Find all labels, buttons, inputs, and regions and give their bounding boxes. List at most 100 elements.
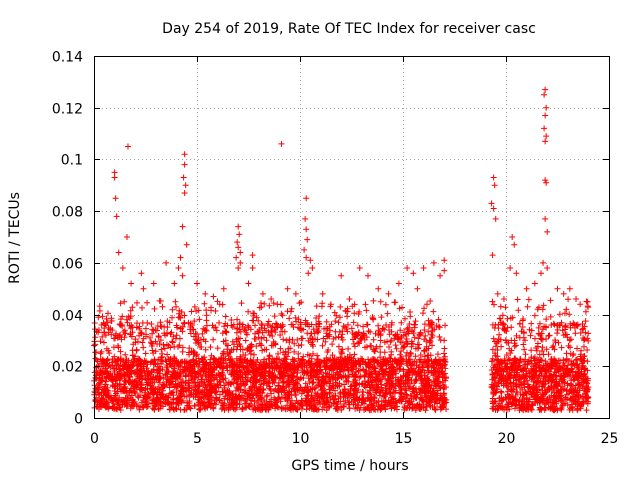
data-point [253, 343, 260, 350]
data-point [356, 374, 363, 381]
data-point [170, 369, 177, 376]
data-point [538, 383, 545, 390]
data-point [585, 330, 592, 337]
data-point [137, 371, 144, 378]
data-point [188, 391, 195, 398]
data-point [345, 345, 352, 352]
data-point [440, 385, 447, 392]
data-point [236, 326, 243, 333]
data-point [506, 375, 513, 382]
data-point [196, 361, 203, 368]
data-point [99, 395, 106, 402]
data-point [310, 326, 317, 333]
data-point [582, 318, 589, 325]
data-point [441, 370, 448, 377]
data-point [263, 399, 270, 406]
data-point [377, 337, 384, 344]
data-point [423, 301, 430, 308]
data-point [489, 384, 496, 391]
data-point [507, 350, 514, 357]
data-point [247, 357, 254, 364]
data-point [378, 402, 385, 409]
data-point [261, 334, 268, 341]
data-point [350, 363, 357, 370]
data-point [492, 369, 499, 376]
data-point [557, 395, 564, 402]
data-point [511, 241, 518, 248]
data-point [565, 342, 572, 349]
data-point [222, 328, 229, 335]
data-point [119, 363, 126, 370]
data-point [219, 301, 226, 308]
data-point [327, 389, 334, 396]
data-point [362, 361, 369, 368]
data-point [186, 400, 193, 407]
data-point [295, 364, 302, 371]
data-point [330, 364, 337, 371]
data-point [499, 402, 506, 409]
data-point [443, 406, 450, 413]
data-point [536, 359, 543, 366]
data-point [292, 379, 299, 386]
data-point [340, 357, 347, 364]
data-point [572, 369, 579, 376]
data-point [123, 366, 130, 373]
data-point [419, 362, 426, 369]
data-point [360, 323, 367, 330]
data-point [115, 362, 122, 369]
data-point [412, 318, 419, 325]
data-point [537, 332, 544, 339]
data-point [336, 383, 343, 390]
data-point [553, 383, 560, 390]
data-point [535, 304, 542, 311]
data-point [544, 228, 551, 235]
data-point [156, 374, 163, 381]
data-point [554, 326, 561, 333]
data-point [495, 380, 502, 387]
data-point [126, 389, 133, 396]
data-point [247, 350, 254, 357]
data-point [304, 330, 311, 337]
data-point [297, 319, 304, 326]
data-point [111, 169, 118, 176]
data-point [313, 361, 320, 368]
data-point [286, 381, 293, 388]
data-point [513, 377, 520, 384]
data-point [373, 360, 380, 367]
data-point [335, 333, 342, 340]
data-point [515, 307, 522, 314]
data-point [333, 376, 340, 383]
data-point [268, 324, 275, 331]
data-point [396, 366, 403, 373]
data-point [434, 387, 441, 394]
data-point [338, 272, 345, 279]
data-point [359, 356, 366, 363]
data-point [340, 323, 347, 330]
data-point [542, 177, 549, 184]
data-point [415, 335, 422, 342]
data-point [320, 335, 327, 342]
data-point [350, 340, 357, 347]
data-point [161, 323, 168, 330]
data-point [202, 370, 209, 377]
data-point [513, 369, 520, 376]
data-point [422, 332, 429, 339]
data-point [229, 367, 236, 374]
data-point [559, 365, 566, 372]
data-point [329, 341, 336, 348]
data-point [298, 299, 305, 306]
data-point [324, 325, 331, 332]
data-point [421, 353, 428, 360]
data-point [338, 350, 345, 357]
data-point [191, 303, 198, 310]
data-point [148, 339, 155, 346]
data-point [256, 366, 263, 373]
data-point [427, 338, 434, 345]
data-point [137, 329, 144, 336]
data-point [103, 345, 110, 352]
data-point [268, 362, 275, 369]
data-point [516, 321, 523, 328]
data-point [222, 313, 229, 320]
data-point [368, 343, 375, 350]
data-point [266, 332, 273, 339]
